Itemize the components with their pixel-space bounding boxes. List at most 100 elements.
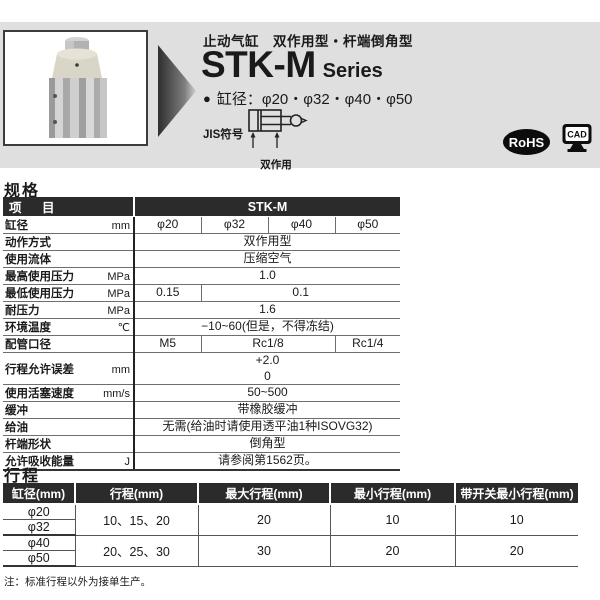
header-band: 止动气缸 双作用型・杆端倒角型 STK-M Series ● 缸径：φ20・φ32… xyxy=(0,22,600,171)
spec-item-label: 环境温度 xyxy=(5,322,51,334)
spec-value-cell: φ20 xyxy=(134,216,201,234)
spec-item-label: 配管口径 xyxy=(5,339,51,351)
spec-value-cell: +2.0 0 xyxy=(134,352,401,386)
cad-badge-icon: CAD xyxy=(562,124,592,152)
spec-item-label: 允许吸收能量 xyxy=(5,456,74,469)
bore-sizes-line: ● 缸径：φ20・φ32・φ40・φ50 xyxy=(203,88,413,109)
stroke-header-cell: 行程(mm) xyxy=(74,483,198,505)
stroke-value-cell: 10、15、20 xyxy=(74,503,199,536)
spec-value-cell: φ50 xyxy=(334,216,401,234)
stroke-header-cell: 缸径(mm) xyxy=(3,483,75,505)
spec-row-item: 最高使用压力 MPa xyxy=(3,267,135,285)
spec-row-item: 最低使用压力 MPa xyxy=(3,284,135,302)
spec-value-cell: Rc1/8 xyxy=(200,335,335,353)
spec-table-row: 动作方式 双作用型 xyxy=(3,233,401,251)
stroke-header-cell: 最小行程(mm) xyxy=(329,483,455,505)
spec-row-item: 缓冲 xyxy=(3,401,135,420)
spec-value-cell: 双作用型 xyxy=(134,233,401,251)
spec-table-row: 缓冲 带橡胶缓冲 xyxy=(3,401,401,420)
spec-item-unit: MPa xyxy=(107,288,130,300)
bullet-icon: ● xyxy=(203,91,211,106)
stroke-table-row: φ50 xyxy=(3,550,578,567)
spec-value-cell: φ40 xyxy=(267,216,335,234)
spec-value-cell: 带橡胶缓冲 xyxy=(134,401,401,420)
spec-item-label: 耐压力 xyxy=(5,305,40,317)
product-subtitle: 止动气缸 双作用型・杆端倒角型 xyxy=(203,34,413,49)
spec-value-cell: 1.6 xyxy=(134,301,401,319)
spec-table: 项 目 STK-M 缸径 mm φ20 φ32 φ40 φ50 动作方式 双作用型 使用流体 压缩… xyxy=(3,197,401,472)
spec-value-cell: Rc1/4 xyxy=(334,335,401,353)
stroke-bore-cell: φ20 xyxy=(3,503,76,520)
spec-value-cell: φ32 xyxy=(200,216,268,234)
spec-item-unit: MPa xyxy=(107,271,130,283)
spec-table-row: 杆端形状 倒角型 xyxy=(3,435,401,454)
spec-value-cell: 0.15 xyxy=(134,284,201,302)
spec-row-item: 缸径 mm xyxy=(3,216,135,234)
jis-symbol-caption: 双作用 xyxy=(260,159,292,171)
spec-item-unit: mm/s xyxy=(103,388,130,401)
spec-item-unit: mm xyxy=(111,363,130,376)
stroke-section-title: 行程 xyxy=(4,468,41,485)
spec-table-row: 最低使用压力 MPa 0.15 0.1 xyxy=(3,284,401,302)
spec-table-row: 给油 无需(给油时请使用透平油1种ISOVG32) xyxy=(3,418,401,437)
spec-row-item: 环境温度 ℃ xyxy=(3,318,135,336)
stroke-value-cell: 10 xyxy=(454,503,578,536)
stroke-bore-cell: φ32 xyxy=(3,519,75,536)
spec-row-item: 配管口径 xyxy=(3,335,135,353)
spec-table-row: 最高使用压力 MPa 1.0 xyxy=(3,267,401,285)
stroke-table: 缸径(mm) 行程(mm) 最大行程(mm) 最小行程(mm) 带开关最小行程(mm) … xyxy=(3,483,578,567)
stroke-table-header-row: 缸径(mm) 行程(mm) 最大行程(mm) 最小行程(mm) 带开关最小行程(mm) xyxy=(3,483,578,505)
spec-row-item: 使用流体 xyxy=(3,250,135,268)
spec-table-row: 使用活塞速度 mm/s 50~500 xyxy=(3,384,401,403)
stroke-header-cell: 最大行程(mm) xyxy=(197,483,330,505)
stroke-table-row: φ20 10、15、20 20 10 10 xyxy=(3,503,578,536)
spec-item-unit: ℃ xyxy=(117,322,130,334)
spec-value-cell: 0.1 xyxy=(200,284,401,302)
spec-item-label: 动作方式 xyxy=(5,237,51,249)
spec-table-row: 使用流体 压缩空气 xyxy=(3,250,401,268)
bore-sizes-text: 缸径：φ20・φ32・φ40・φ50 xyxy=(216,91,413,108)
spec-item-label: 给油 xyxy=(5,422,28,435)
spec-value-cell: −10~60(但是，不得冻结) xyxy=(134,318,401,336)
cad-badge-text: CAD xyxy=(567,130,587,140)
spec-row-item: 杆端形状 xyxy=(3,435,135,454)
spec-row-item: 动作方式 xyxy=(3,233,135,251)
spec-value-cell: 50~500 xyxy=(134,384,401,403)
spec-item-label: 最高使用压力 xyxy=(5,271,74,283)
spec-item-label: 缸径 xyxy=(5,220,28,232)
spec-table-row: 允许吸收能量 J 请参阅第1562页。 xyxy=(3,452,401,472)
spec-item-label: 杆端形状 xyxy=(5,439,51,452)
stroke-table-row: φ32 xyxy=(3,519,578,536)
spec-section-title: 规格 xyxy=(4,183,41,200)
spec-table-header-row: 项 目 STK-M xyxy=(3,197,401,217)
stroke-value-cell: 10 xyxy=(329,503,456,536)
spec-table-row: 环境温度 ℃ −10~60(但是，不得冻结) xyxy=(3,318,401,336)
spec-value-cell: 请参阅第1562页。 xyxy=(134,452,401,472)
spec-row-item: 使用活塞速度 mm/s xyxy=(3,384,135,403)
spec-row-item: 给油 xyxy=(3,418,135,437)
spec-table-row: 配管口径 M5 Rc1/8 Rc1/4 xyxy=(3,335,401,353)
spec-item-label: 缓冲 xyxy=(5,405,28,418)
product-photo-frame xyxy=(3,30,148,146)
spec-value-cell: 压缩空气 xyxy=(134,250,401,268)
spec-header-series: STK-M xyxy=(134,197,401,217)
stroke-bore-cell: φ50 xyxy=(3,550,75,567)
spec-header-item: 项 目 xyxy=(3,197,135,217)
spec-row-item: 耐压力 MPa xyxy=(3,301,135,319)
rohs-badge: RoHS xyxy=(503,129,550,155)
arrow-decoration-icon xyxy=(158,45,196,137)
spec-item-label: 行程允许误差 xyxy=(5,363,74,376)
spec-item-label: 最低使用压力 xyxy=(5,288,74,300)
stroke-value-cell: 20 xyxy=(197,503,331,536)
spec-item-label: 使用活塞速度 xyxy=(5,388,74,401)
stroke-value-cell: 30 xyxy=(197,534,331,567)
footnote: 注：标准行程以外为接单生产。 xyxy=(4,576,151,588)
spec-item-unit: MPa xyxy=(107,305,130,317)
stroke-bore-cell: φ40 xyxy=(3,534,76,551)
series-suffix: Series xyxy=(322,60,383,82)
spec-item-unit: J xyxy=(124,456,131,469)
series-title: STK-M Series xyxy=(201,44,383,86)
spec-value-cell: M5 xyxy=(134,335,201,353)
jis-symbol-label: JIS符号 xyxy=(203,129,244,141)
